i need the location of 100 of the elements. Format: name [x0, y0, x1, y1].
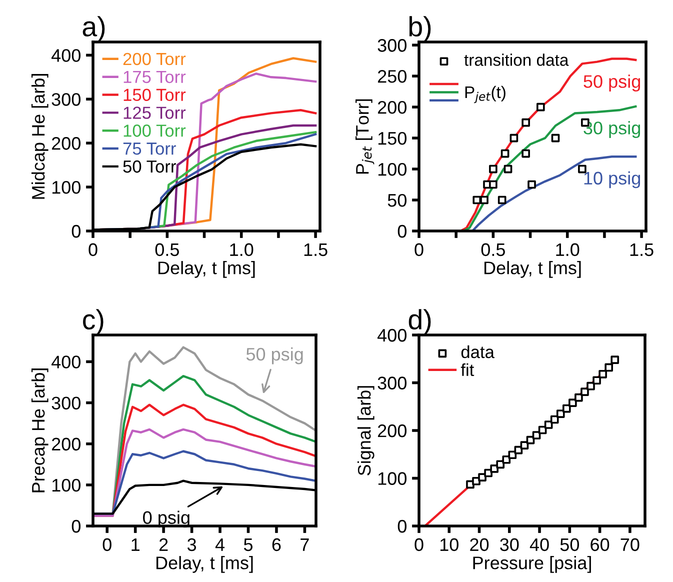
- point: [520, 441, 529, 450]
- x-tick-label: 1.5: [304, 243, 328, 256]
- point: [574, 393, 583, 402]
- x-tick-label: 3: [187, 538, 196, 552]
- x-tick-label: 10: [440, 538, 458, 552]
- point: [522, 118, 530, 127]
- point: [528, 180, 536, 189]
- series-label: 10 psig: [584, 171, 640, 188]
- legend-label: 200 Torr: [123, 52, 186, 66]
- y-axis-title: Signal [arb]: [357, 386, 374, 476]
- y-tick-label: 400: [51, 49, 80, 62]
- point: [472, 476, 480, 486]
- series-label: 50 psig: [584, 74, 640, 92]
- y-tick-label: 100: [378, 472, 406, 485]
- x-tick-label: 2: [159, 538, 168, 551]
- y-axis-title: P$_{jet}$ [Torr]: [356, 99, 374, 174]
- point: [550, 415, 559, 424]
- x-axis-title: Pressure [psia]: [473, 556, 591, 573]
- point: [532, 431, 541, 440]
- point: [562, 404, 571, 413]
- x-axis-title: Delay, t [ms]: [158, 261, 255, 278]
- x-tick-label: 0.5: [481, 243, 505, 256]
- x-tick-label: 30: [500, 538, 519, 552]
- legend-label: 125 Torr: [124, 106, 186, 119]
- chart-title: c): [83, 309, 104, 335]
- point: [610, 356, 620, 364]
- point: [489, 164, 498, 174]
- y-tick-label: 300: [52, 396, 80, 410]
- point: [592, 376, 601, 385]
- x-tick-label: 1: [132, 538, 140, 551]
- y-tick-label: 250: [378, 70, 406, 83]
- legend-label: fit: [460, 363, 474, 376]
- x-tick-label: 70: [620, 538, 640, 552]
- y-tick-label: 0: [72, 224, 80, 238]
- y-axis-title: Midcap He [arb]: [31, 74, 48, 199]
- x-tick-label: 7: [300, 538, 309, 551]
- y-tick-label: 100: [52, 180, 80, 194]
- y-tick-label: 400: [377, 328, 406, 342]
- x-tick-label: 0: [88, 243, 98, 256]
- y-tick-label: 200: [52, 438, 80, 451]
- x-tick-label: 0: [414, 243, 424, 256]
- point: [580, 388, 589, 396]
- y-tick-label: 50: [388, 194, 406, 207]
- x-tick-label: 0: [102, 538, 112, 552]
- x-axis-title: Delay, t [ms]: [484, 261, 581, 278]
- point: [556, 410, 565, 418]
- x-tick-label: 0.5: [155, 243, 179, 256]
- x-tick-label: 20: [470, 538, 489, 552]
- point: [472, 196, 482, 204]
- y-tick-label: 0: [398, 224, 406, 238]
- annotation: 50 psig: [246, 347, 303, 364]
- x-tick-label: 0: [414, 538, 424, 552]
- y-tick-label: 200: [52, 137, 80, 150]
- y-tick-label: 100: [378, 162, 406, 176]
- x-tick-label: 1.0: [556, 243, 580, 256]
- point: [510, 134, 518, 142]
- y-tick-label: 200: [378, 101, 406, 114]
- point: [604, 363, 613, 372]
- y-axis-title: Precap He [arb]: [31, 368, 48, 492]
- point: [504, 164, 512, 174]
- y-tick-label: 200: [378, 424, 406, 438]
- x-tick-label: 6: [272, 538, 281, 552]
- legend-label: 175 Torr: [124, 70, 186, 84]
- x-tick-label: 50: [560, 538, 580, 552]
- y-tick-label: 0: [72, 520, 80, 533]
- x-tick-label: 1.0: [230, 243, 254, 256]
- point: [508, 450, 517, 460]
- point: [586, 382, 595, 390]
- y-tick-label: 100: [52, 478, 80, 492]
- point: [536, 102, 545, 112]
- point: [490, 464, 498, 473]
- point: [502, 455, 511, 464]
- chart-title: d): [408, 309, 431, 335]
- point: [498, 196, 506, 204]
- x-axis-title: Delay, t [ms]: [156, 556, 253, 573]
- point: [598, 370, 607, 378]
- x-tick-label: 4: [215, 538, 225, 551]
- point: [578, 164, 586, 174]
- y-tick-label: 400: [51, 356, 80, 368]
- legend-label: 75 Torr: [123, 142, 176, 155]
- legend-label: 150 Torr: [124, 88, 186, 102]
- point: [568, 398, 577, 407]
- legend-label: data: [461, 345, 494, 358]
- legend-label: transition data: [464, 54, 569, 66]
- legend-label: 100 Torr: [124, 124, 186, 137]
- point: [480, 196, 488, 204]
- y-tick-label: 0: [398, 520, 406, 533]
- point: [551, 134, 560, 142]
- point: [489, 180, 498, 189]
- chart-title: b): [409, 16, 431, 42]
- y-tick-label: 150: [378, 132, 406, 145]
- point: [500, 149, 510, 158]
- legend-label: 50 Torr: [123, 160, 176, 173]
- x-tick-label: 1.5: [630, 243, 654, 256]
- y-tick-label: 300: [378, 376, 406, 390]
- x-tick-label: 5: [244, 538, 253, 552]
- point: [544, 420, 553, 429]
- x-tick-label: 40: [530, 538, 549, 552]
- x-tick-label: 60: [590, 538, 610, 552]
- point: [478, 473, 486, 482]
